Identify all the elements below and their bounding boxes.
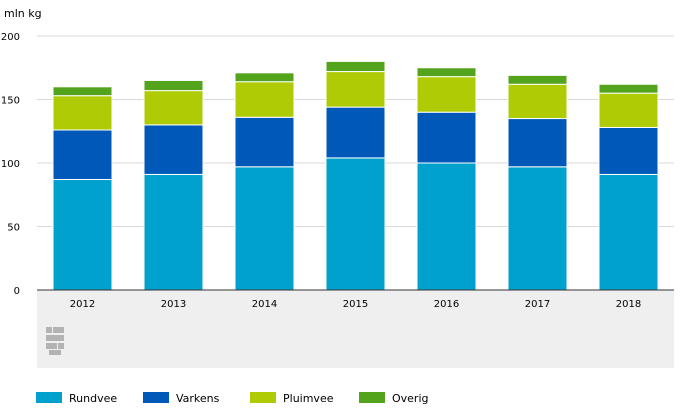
x-tick-label: 2014 — [252, 299, 277, 310]
legend-item-overig: Overig — [359, 392, 429, 405]
bar-rundvee-2016 — [416, 162, 477, 291]
bar-varkens-2013 — [143, 124, 204, 175]
bar-overig-2016 — [416, 67, 477, 78]
bar-overig-2012 — [52, 86, 113, 97]
bar-pluimvee-2018 — [598, 92, 659, 128]
lower-panel-background — [37, 290, 674, 368]
bar-varkens-2012 — [52, 129, 113, 181]
y-axis-label: mln kg — [4, 7, 42, 20]
bar-varkens-2014 — [234, 116, 295, 168]
y-tick-label: 150 — [1, 96, 20, 107]
bar-varkens-2015 — [325, 106, 386, 159]
bar-rundvee-2018 — [598, 173, 659, 291]
y-tick-label: 200 — [1, 32, 20, 43]
bars — [52, 60, 659, 291]
legend-swatch — [143, 392, 169, 403]
legend-label: Varkens — [176, 392, 220, 405]
bar-varkens-2018 — [598, 126, 659, 175]
y-tick-label: 50 — [7, 223, 20, 234]
x-tick-label: 2016 — [434, 299, 459, 310]
y-tick-label: 0 — [14, 286, 20, 297]
bar-pluimvee-2013 — [143, 90, 204, 126]
legend-label: Overig — [392, 392, 429, 405]
x-tick-labels: 2012 2013 2014 2015 2016 2017 2018 — [70, 299, 641, 310]
bar-overig-2015 — [325, 60, 386, 73]
legend-swatch — [250, 392, 276, 403]
legend-item-varkens: Varkens — [143, 392, 220, 405]
bar-overig-2014 — [234, 72, 295, 83]
bar-varkens-2016 — [416, 111, 477, 164]
bar-rundvee-2015 — [325, 157, 386, 291]
bar-overig-2013 — [143, 79, 204, 92]
legend-label: Rundvee — [69, 392, 117, 405]
y-tick-labels: 0 50 100 150 200 — [1, 32, 20, 297]
bar-pluimvee-2012 — [52, 95, 113, 131]
bar-rundvee-2013 — [143, 173, 204, 291]
legend-label: Pluimvee — [283, 392, 334, 405]
bar-varkens-2017 — [507, 118, 568, 168]
legend-swatch — [36, 392, 62, 403]
x-tick-label: 2018 — [616, 299, 641, 310]
legend: Rundvee Varkens Pluimvee Overig — [36, 392, 429, 405]
y-tick-label: 100 — [1, 159, 20, 170]
x-tick-label: 2015 — [343, 299, 368, 310]
bar-pluimvee-2016 — [416, 76, 477, 113]
x-tick-label: 2013 — [161, 299, 186, 310]
bar-rundvee-2012 — [52, 179, 113, 291]
x-tick-label: 2012 — [70, 299, 95, 310]
bar-pluimvee-2017 — [507, 83, 568, 120]
legend-swatch — [359, 392, 385, 403]
bar-pluimvee-2015 — [325, 71, 386, 108]
bar-rundvee-2017 — [507, 166, 568, 291]
x-tick-label: 2017 — [525, 299, 550, 310]
bar-rundvee-2014 — [234, 166, 295, 291]
legend-item-pluimvee: Pluimvee — [250, 392, 334, 405]
bar-pluimvee-2014 — [234, 81, 295, 118]
bar-overig-2017 — [507, 74, 568, 85]
cbs-logo — [46, 327, 64, 355]
legend-item-rundvee: Rundvee — [36, 392, 117, 405]
bar-overig-2018 — [598, 83, 659, 94]
